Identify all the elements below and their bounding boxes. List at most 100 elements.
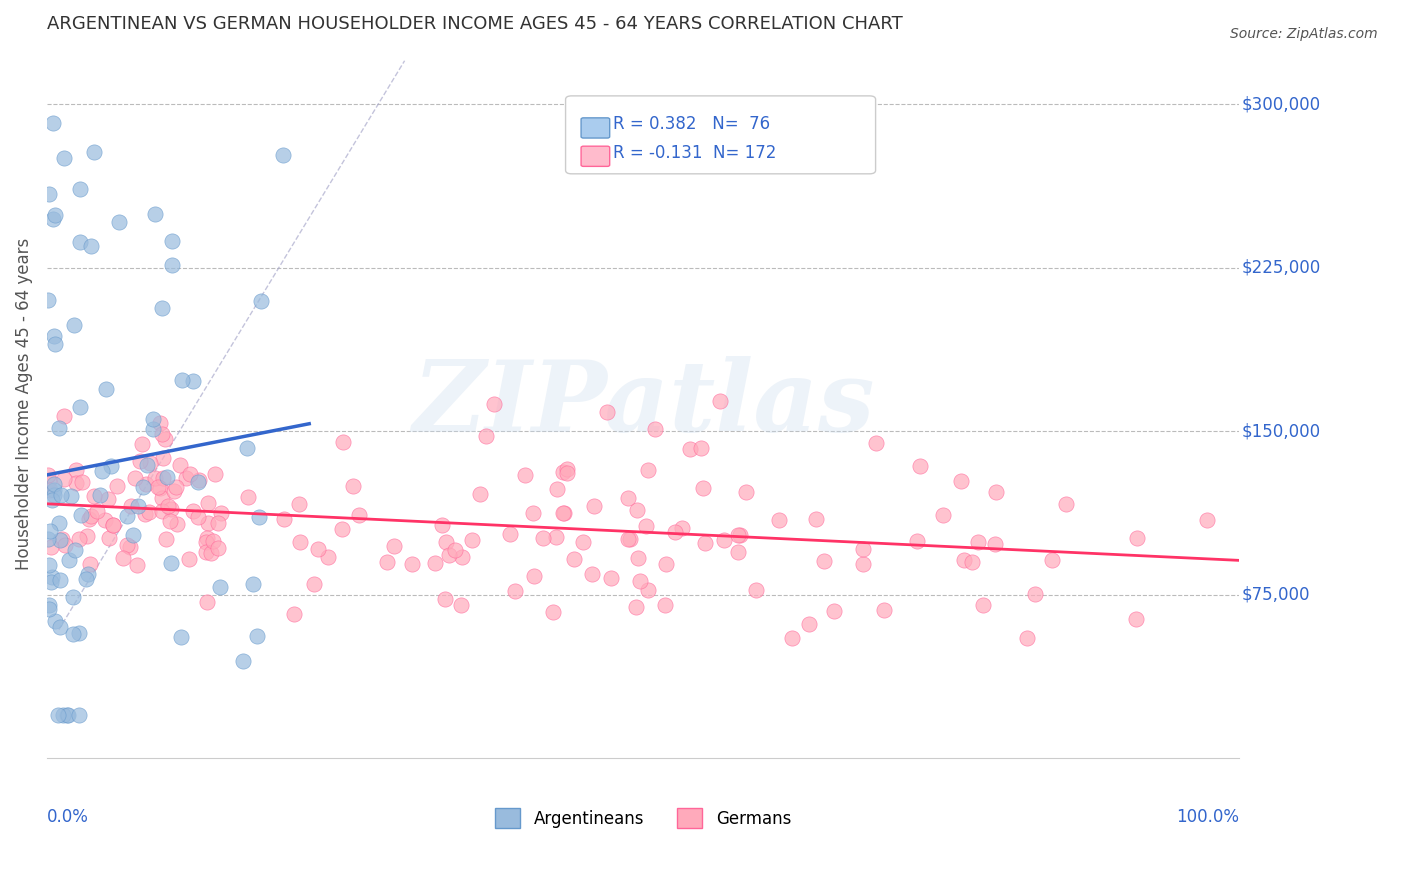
Point bbox=[553, 506, 575, 520]
Point bbox=[53, 538, 76, 552]
Point bbox=[124, 471, 146, 485]
Point bbox=[330, 522, 353, 536]
Point bbox=[187, 509, 209, 524]
Point bbox=[42, 116, 65, 130]
Point bbox=[745, 583, 768, 598]
Point bbox=[83, 145, 105, 160]
Point bbox=[531, 531, 554, 545]
Point bbox=[671, 521, 693, 535]
Point bbox=[342, 479, 364, 493]
Point bbox=[425, 556, 447, 570]
Point bbox=[1017, 632, 1039, 646]
Point bbox=[823, 604, 845, 618]
Point bbox=[247, 510, 270, 524]
Point bbox=[136, 458, 159, 472]
Point bbox=[482, 397, 505, 411]
Point bbox=[194, 535, 217, 549]
Point bbox=[67, 625, 90, 640]
Point bbox=[149, 416, 172, 430]
Point bbox=[159, 502, 181, 516]
Point bbox=[49, 533, 72, 547]
Point bbox=[905, 533, 928, 548]
Point bbox=[39, 524, 62, 538]
Point bbox=[42, 211, 65, 226]
Point bbox=[121, 528, 143, 542]
Point bbox=[209, 506, 232, 520]
Point bbox=[105, 478, 128, 492]
Point bbox=[430, 518, 453, 533]
Point bbox=[436, 535, 458, 549]
Point bbox=[200, 545, 222, 559]
Point bbox=[735, 485, 758, 500]
Text: $300,000: $300,000 bbox=[1241, 95, 1320, 113]
Point bbox=[70, 475, 93, 490]
Point bbox=[127, 499, 149, 513]
Point bbox=[115, 538, 138, 552]
Point bbox=[159, 514, 181, 528]
Point bbox=[644, 422, 666, 436]
Point bbox=[780, 632, 803, 646]
Point bbox=[69, 707, 91, 722]
Point bbox=[60, 489, 83, 503]
Point bbox=[555, 466, 578, 480]
Point bbox=[108, 214, 131, 228]
Point bbox=[1054, 497, 1077, 511]
Point bbox=[187, 475, 209, 489]
Point bbox=[96, 491, 118, 506]
Point bbox=[600, 571, 623, 585]
Point bbox=[555, 462, 578, 476]
Point bbox=[94, 382, 117, 396]
Point bbox=[347, 508, 370, 522]
Point bbox=[195, 545, 218, 559]
Point bbox=[273, 147, 295, 161]
Point bbox=[695, 536, 717, 550]
Point bbox=[101, 518, 124, 533]
Point bbox=[513, 467, 536, 482]
Point bbox=[65, 463, 87, 477]
Point bbox=[288, 535, 311, 549]
Text: R = 0.382   N=  76: R = 0.382 N= 76 bbox=[613, 115, 770, 133]
Point bbox=[44, 477, 66, 491]
FancyBboxPatch shape bbox=[581, 118, 610, 138]
Point bbox=[38, 599, 60, 613]
Point bbox=[52, 707, 75, 722]
Point bbox=[155, 532, 177, 546]
Point bbox=[39, 574, 62, 589]
Point bbox=[208, 580, 231, 594]
Point bbox=[984, 536, 1007, 550]
Point bbox=[581, 566, 603, 581]
Point bbox=[499, 526, 522, 541]
Point bbox=[134, 507, 156, 521]
Point bbox=[159, 556, 181, 570]
Point bbox=[950, 475, 973, 489]
Point bbox=[246, 629, 269, 643]
Point bbox=[69, 508, 91, 522]
Point bbox=[474, 429, 496, 443]
Point bbox=[1040, 553, 1063, 567]
Point bbox=[690, 442, 713, 456]
Point bbox=[551, 507, 574, 521]
Point bbox=[713, 533, 735, 547]
Point bbox=[232, 654, 254, 668]
Point bbox=[288, 497, 311, 511]
Point bbox=[165, 480, 187, 494]
FancyBboxPatch shape bbox=[565, 95, 876, 174]
Point bbox=[90, 464, 112, 478]
Point bbox=[132, 480, 155, 494]
Point bbox=[75, 572, 97, 586]
Point bbox=[38, 601, 60, 615]
Point bbox=[562, 552, 585, 566]
Point bbox=[153, 432, 176, 446]
Point bbox=[152, 471, 174, 485]
Point bbox=[197, 516, 219, 530]
Point bbox=[179, 467, 201, 481]
Point bbox=[283, 607, 305, 621]
Point bbox=[69, 182, 91, 196]
Point bbox=[77, 567, 100, 582]
Point bbox=[62, 591, 84, 605]
Point bbox=[523, 569, 546, 583]
Point bbox=[86, 504, 108, 518]
Point bbox=[44, 329, 66, 343]
Point bbox=[177, 552, 200, 566]
Point bbox=[195, 531, 218, 545]
